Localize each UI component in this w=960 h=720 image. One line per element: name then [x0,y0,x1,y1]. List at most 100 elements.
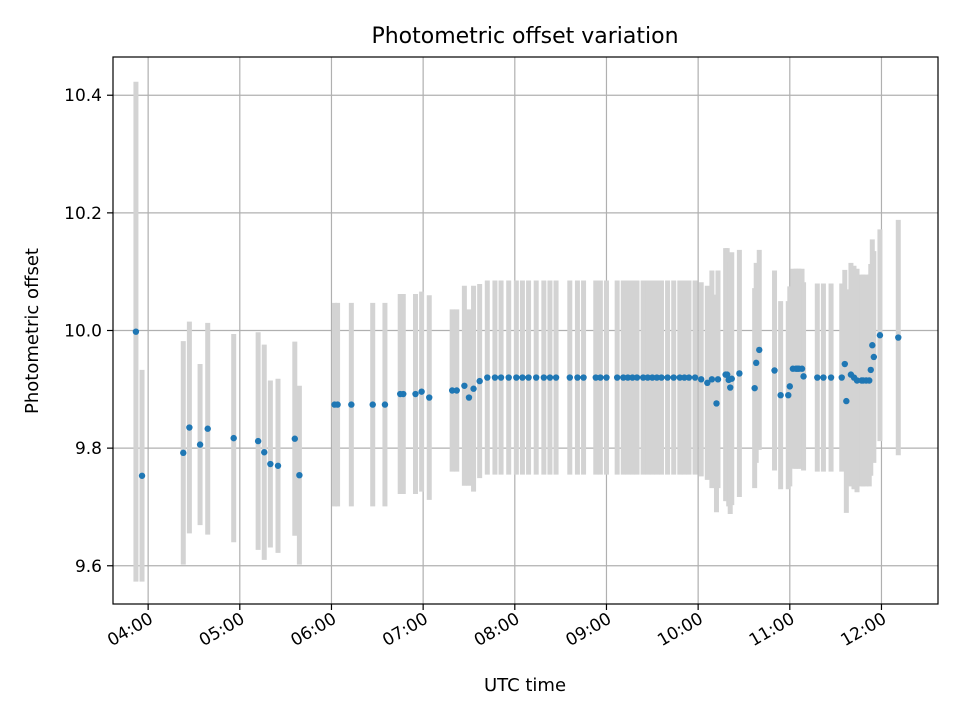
data-point [532,374,540,381]
data-point [540,374,548,381]
data-point [841,360,849,368]
data-point [814,374,821,381]
x-tick-label: 05:00 [196,609,248,651]
data-point [620,374,627,381]
data-point [274,462,282,469]
data-point [867,366,874,374]
data-point [497,374,505,381]
data-point [180,449,187,457]
y-tick-label: 10.4 [64,86,102,106]
data-point [691,374,699,381]
data-point [676,374,684,381]
x-tick-label: 06:00 [288,609,340,651]
data-point [448,387,456,394]
data-point [525,374,532,381]
data-point [876,332,884,339]
data-point [728,375,735,382]
data-point [853,377,861,384]
data-point [592,374,599,381]
data-point [566,374,574,381]
y-tick-label: 9.8 [75,439,102,459]
data-point [603,374,610,381]
data-point [639,374,647,381]
data-point [400,390,407,398]
data-point [838,374,845,381]
data-point [186,424,193,431]
data-point [204,425,211,432]
data-point [453,387,460,394]
data-point [785,391,792,399]
data-point [261,449,268,456]
data-point [727,384,734,391]
data-point [658,374,665,381]
x-tick-label: 12:00 [838,609,890,651]
data-point [254,437,262,445]
data-point [697,376,705,383]
y-tick-label: 10.0 [64,322,102,342]
data-point [267,460,274,468]
x-tick-label: 08:00 [471,609,523,651]
data-point [580,374,587,381]
data-point [771,367,778,374]
data-point [681,374,688,381]
data-point [426,394,433,401]
data-point [132,328,140,335]
data-point [470,385,477,392]
y-tick-label: 9.6 [75,557,102,577]
x-tick-label: 09:00 [563,609,615,651]
data-point [574,374,581,381]
data-point [869,342,876,349]
data-point [348,401,355,408]
x-axis-label: UTC time [484,675,566,696]
data-point [519,374,526,381]
data-point [723,371,731,378]
data-point [513,374,520,381]
data-point [800,373,807,380]
data-point [505,374,512,381]
data-point [418,388,425,395]
data-point [751,384,758,392]
data-point [786,383,794,390]
data-point [296,471,303,479]
data-point [196,441,204,448]
error-bars [133,81,901,582]
data-point [138,472,146,479]
data-point [644,374,651,381]
data-points [132,328,902,479]
data-point [461,382,468,389]
data-point [843,397,850,405]
data-point [827,374,835,381]
y-axis-label: Photometric offset [22,248,43,414]
data-point [713,400,720,407]
data-point [552,374,560,381]
data-point [484,374,491,381]
data-point [752,359,760,367]
data-point [870,353,878,361]
y-tick-label: 10.2 [64,204,102,224]
x-tick-label: 11:00 [746,609,798,651]
data-point [798,365,806,372]
data-point [597,374,604,381]
data-point [230,434,237,442]
data-point [613,374,621,381]
data-point [546,374,554,381]
data-point [866,377,873,384]
data-point [895,334,902,341]
data-point [369,401,376,408]
data-point [820,374,827,381]
data-point [412,390,419,398]
data-point [736,370,743,377]
x-tick-label: 04:00 [104,609,156,651]
data-point [708,376,716,383]
data-point [777,391,784,399]
data-point [491,374,499,381]
x-tick-label: 07:00 [379,609,431,651]
data-point [334,401,341,408]
data-point [476,377,483,385]
data-point [291,435,299,442]
data-point [714,376,722,383]
x-tick-label: 10:00 [654,609,706,651]
data-point [653,374,661,381]
